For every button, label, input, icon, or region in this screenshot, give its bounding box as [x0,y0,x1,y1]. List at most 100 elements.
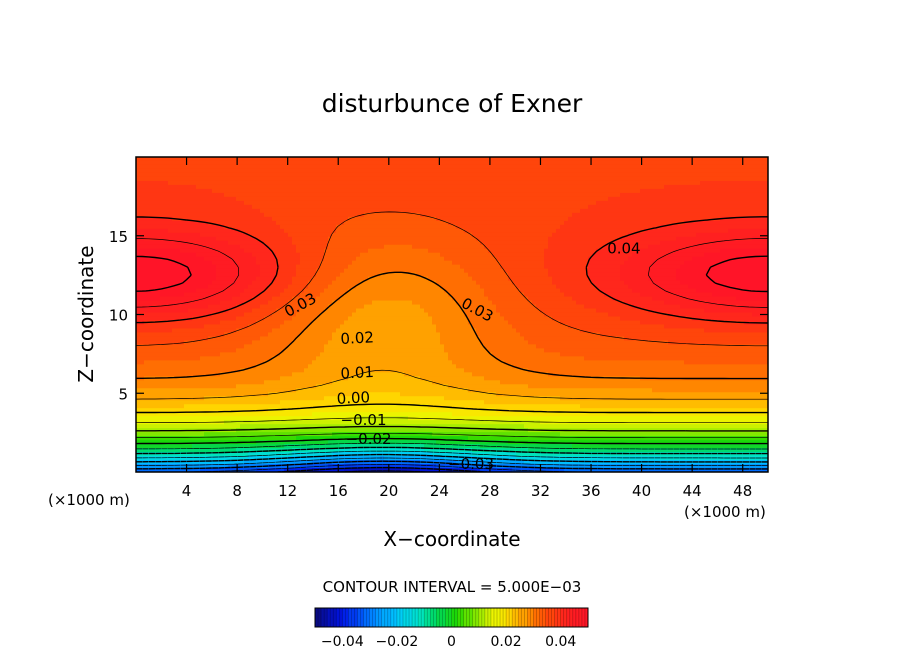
field-cell [156,296,161,302]
field-cell [180,304,185,310]
field-cell [264,304,269,310]
field-cell [360,468,365,472]
field-cell [184,372,189,377]
field-cell [164,184,169,190]
field-cell [140,340,145,346]
field-cell [156,252,161,258]
field-cell [276,348,281,353]
field-cell [268,432,273,437]
field-cell [288,256,293,262]
field-cell [372,372,377,377]
field-cell [368,204,373,210]
field-cell [280,356,285,361]
field-cell [300,256,305,262]
field-cell [184,432,189,437]
field-cell [208,184,213,190]
field-cell [200,320,205,326]
field-cell [344,328,349,334]
field-cell [356,296,361,302]
field-cell [208,348,213,353]
field-cell [340,408,345,413]
field-cell [228,448,233,453]
field-cell [320,232,325,238]
field-cell [252,260,257,266]
field-cell [168,304,173,310]
field-cell [264,320,269,326]
field-cell [384,208,389,214]
field-cell [364,316,369,322]
field-cell [336,352,341,357]
field-cell [280,272,285,278]
field-cell [216,232,221,238]
field-cell [164,240,169,246]
field-cell [308,356,313,361]
field-cell [260,272,265,278]
field-cell [196,284,201,290]
field-cell [296,260,301,266]
field-cell [192,216,197,222]
field-cell [368,172,373,178]
field-cell [256,208,261,214]
field-cell [216,328,221,334]
field-cell [232,384,237,389]
field-cell [304,336,309,342]
field-cell [288,188,293,194]
field-cell [248,356,253,361]
field-cell [368,400,373,405]
field-cell [136,432,141,437]
field-cell [300,352,305,357]
field-cell [336,316,341,322]
field-cell [172,324,177,330]
field-cell [384,272,389,278]
field-cell [272,244,277,250]
field-cell [360,316,365,322]
field-cell [368,232,373,238]
field-cell [160,157,165,162]
field-cell [304,292,309,298]
field-cell [212,400,217,405]
field-cell [316,452,321,457]
field-cell [164,157,169,162]
field-cell [288,320,293,326]
field-cell [264,436,269,441]
field-cell [188,264,193,270]
field-cell [168,196,173,202]
field-cell [380,432,385,437]
field-cell [156,176,161,182]
field-cell [228,452,233,457]
field-cell [192,272,197,278]
field-cell [168,228,173,234]
field-cell [136,360,141,365]
field-cell [340,440,345,445]
field-cell [148,324,153,330]
field-cell [264,300,269,306]
field-cell [344,464,349,469]
field-cell [300,284,305,290]
field-cell [288,228,293,234]
field-cell [348,376,353,381]
field-cell [348,184,353,190]
field-cell [148,360,153,365]
field-cell [304,276,309,282]
field-cell [384,332,389,338]
field-cell [332,292,337,298]
field-cell [284,216,289,222]
field-cell [184,412,189,417]
field-cell [360,384,365,389]
field-cell [152,292,157,298]
field-cell [228,444,233,449]
field-cell [264,184,269,190]
field-cell [176,184,181,190]
field-cell [324,444,329,449]
field-cell [252,168,257,174]
field-cell [252,400,257,405]
field-cell [324,192,329,198]
field-cell [356,308,361,314]
field-cell [136,204,141,210]
field-cell [172,256,177,262]
field-cell [372,284,377,290]
field-cell [304,388,309,393]
field-cell [344,176,349,182]
field-cell [236,464,241,469]
field-cell [148,252,153,258]
